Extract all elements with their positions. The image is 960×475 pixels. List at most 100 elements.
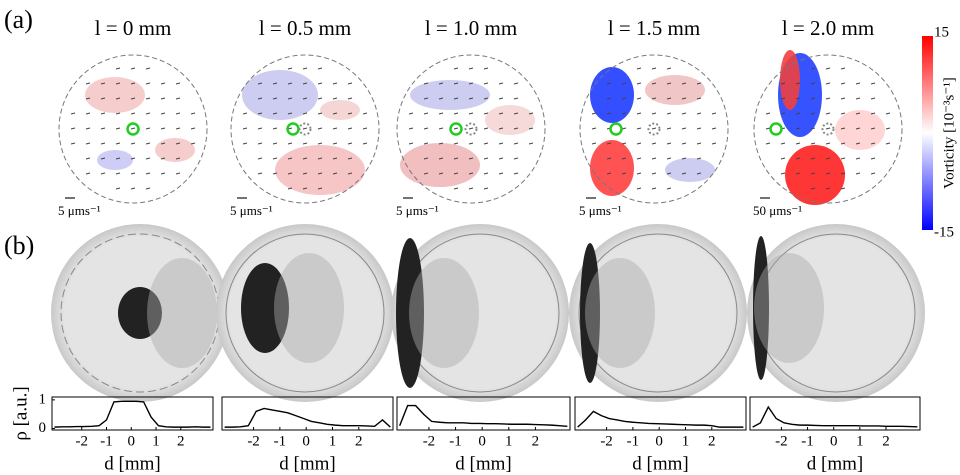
x-tick-label: -1 [801, 433, 814, 449]
vorticity-region [85, 77, 145, 113]
velocity-arrow [513, 82, 519, 85]
velocity-arrow [287, 112, 293, 115]
velocity-arrow [438, 157, 444, 160]
velocity-arrow [242, 112, 248, 115]
velocity-arrow [145, 112, 151, 115]
velocity-arrow [100, 97, 106, 100]
velocity-arrow [468, 82, 474, 85]
velocity-arrow [242, 127, 248, 130]
map-title: l = 2.0 mm [782, 16, 874, 40]
velocity-arrow [513, 142, 519, 145]
velocity-arrow [423, 97, 429, 100]
velocity-arrow [498, 82, 504, 85]
velocity-arrow [681, 127, 687, 130]
origin-marker [647, 122, 661, 136]
velocity-arrow [317, 67, 323, 70]
velocity-arrow [636, 97, 642, 100]
vorticity-region [400, 143, 480, 187]
density-line [54, 400, 211, 428]
velocity-arrow [362, 127, 368, 130]
map-title: l = 0 mm [95, 16, 172, 40]
velocity-arrow [160, 172, 166, 175]
velocity-arrow [621, 157, 627, 160]
velocity-arrow [513, 97, 519, 100]
velocity-arrow [287, 67, 293, 70]
velocity-arrow [810, 157, 816, 160]
velocity-arrow [696, 82, 702, 85]
velocity-arrow [840, 112, 846, 115]
velocity-arrow [160, 127, 166, 130]
velocity-arrow [257, 127, 263, 130]
vorticity-region [780, 50, 800, 110]
velocity-arrow [287, 157, 293, 160]
velocity-arrow [362, 112, 368, 115]
velocity-arrow [190, 127, 196, 130]
velocity-arrow [257, 157, 263, 160]
velocity-arrow [651, 112, 657, 115]
velocity-arrow [272, 127, 278, 130]
velocity-arrow [825, 157, 831, 160]
velocity-arrow [175, 97, 181, 100]
vorticity-region [835, 110, 885, 150]
velocity-arrow [332, 112, 338, 115]
velocity-arrow [423, 172, 429, 175]
density-line [224, 407, 391, 428]
velocity-arrow [591, 142, 597, 145]
plot-frame [51, 396, 214, 431]
velocity-arrow [317, 82, 323, 85]
velocity-arrow [855, 127, 861, 130]
deposit [753, 236, 769, 380]
velocity-arrow [175, 172, 181, 175]
x-tick-label: 1 [152, 433, 160, 449]
map-title: l = 1.0 mm [425, 16, 517, 40]
velocity-arrow [115, 172, 121, 175]
velocity-arrow [257, 172, 263, 175]
source-marker [769, 122, 783, 136]
velocity-arrow [302, 112, 308, 115]
velocity-arrow [681, 157, 687, 160]
source-marker [449, 122, 463, 136]
velocity-arrow [498, 97, 504, 100]
velocity-arrow [145, 172, 151, 175]
vorticity-region [410, 80, 490, 110]
velocity-arrow [825, 187, 831, 190]
x-tick-label: 2 [532, 433, 540, 449]
velocity-arrow [70, 112, 76, 115]
velocity-arrow [855, 82, 861, 85]
contact-line [578, 233, 738, 393]
velocity-arrow [840, 127, 846, 130]
x-tick-label: -2 [423, 433, 436, 449]
x-tick-label: 1 [682, 433, 690, 449]
velocity-arrow [840, 67, 846, 70]
domain-boundary [753, 54, 903, 204]
velocity-arrow [317, 112, 323, 115]
velocity-arrow [870, 157, 876, 160]
velocity-arrow [795, 112, 801, 115]
velocity-arrow [100, 157, 106, 160]
velocity-arrow [130, 157, 136, 160]
velocity-arrow [606, 142, 612, 145]
scale-label: 5 μms⁻¹ [579, 203, 622, 218]
velocity-arrow [855, 172, 861, 175]
origin-marker [464, 122, 478, 136]
panel-label: (a) [4, 5, 33, 34]
velocity-arrow [453, 97, 459, 100]
velocity-arrow [810, 142, 816, 145]
velocity-arrow [870, 112, 876, 115]
velocity-arrow [681, 112, 687, 115]
scale-label: 5 μms⁻¹ [58, 203, 101, 218]
velocity-arrow [696, 112, 702, 115]
x-tick-label: 2 [177, 433, 185, 449]
velocity-arrow [636, 172, 642, 175]
velocity-arrow [332, 157, 338, 160]
velocity-arrow [332, 172, 338, 175]
deposit [396, 238, 424, 388]
velocity-arrow [636, 127, 642, 130]
velocity-arrow [606, 112, 612, 115]
velocity-arrow [780, 157, 786, 160]
velocity-arrow [468, 187, 474, 190]
velocity-arrow [621, 142, 627, 145]
deposit [118, 287, 162, 339]
